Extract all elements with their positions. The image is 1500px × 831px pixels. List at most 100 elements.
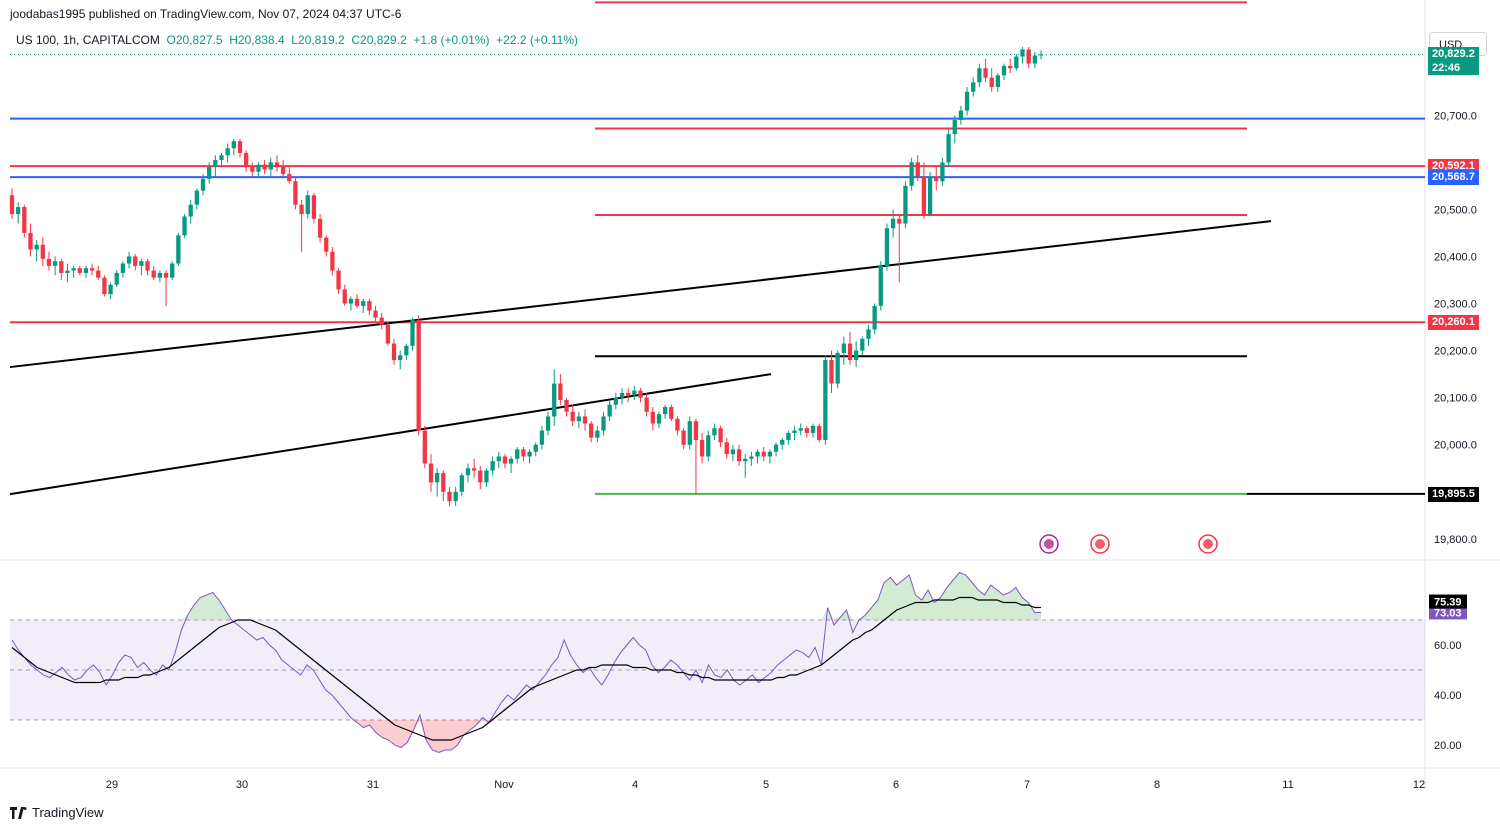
candle — [866, 324, 871, 346]
candle-body — [712, 428, 717, 436]
candle — [311, 192, 317, 224]
candle-body — [96, 270, 101, 278]
candle-body — [102, 277, 107, 295]
candle-body — [459, 475, 464, 492]
candle-body — [324, 237, 329, 252]
candle — [860, 336, 865, 356]
candle — [496, 451, 501, 469]
candle-body — [508, 458, 514, 464]
candle — [398, 350, 403, 370]
candle — [515, 447, 520, 464]
price-tick: 20,000.0 — [1434, 440, 1477, 452]
candle-body — [40, 244, 45, 259]
candle — [478, 465, 483, 490]
candle-body — [145, 261, 150, 271]
candle — [607, 400, 612, 422]
candle-body — [780, 440, 785, 445]
candle — [9, 188, 15, 219]
candle-body — [810, 425, 816, 433]
event-marker-dot — [1095, 539, 1105, 549]
candle — [40, 237, 45, 266]
candle-body — [361, 301, 366, 306]
candle-body — [971, 82, 976, 92]
candle-body — [890, 218, 896, 229]
close-value: C20,829.2 — [351, 33, 407, 47]
candle-body — [465, 468, 471, 476]
candle — [348, 296, 354, 311]
candle — [878, 261, 883, 311]
candle — [767, 449, 773, 464]
candle — [552, 369, 557, 426]
grid — [0, 0, 1500, 790]
candle-body — [650, 411, 655, 424]
rsi-oversold-fill — [12, 720, 1041, 753]
candle — [632, 385, 637, 400]
candle — [330, 247, 335, 276]
candle-body — [268, 162, 273, 170]
price-tag: 19,895.5 — [1428, 486, 1479, 502]
candle-body — [872, 305, 877, 330]
candle-body — [1020, 49, 1025, 57]
candle — [743, 454, 748, 478]
candle-body — [675, 418, 680, 431]
candle — [102, 275, 107, 297]
candle-body — [866, 329, 871, 339]
candle-body — [176, 235, 181, 264]
candle-body — [1001, 65, 1007, 76]
candle-body — [422, 430, 427, 464]
candle-body — [638, 390, 643, 398]
tradingview-logo-icon — [10, 806, 27, 819]
candle-body — [250, 167, 255, 172]
candle-body — [669, 407, 674, 419]
price-tick: 20,400.0 — [1434, 251, 1477, 263]
candle — [410, 317, 415, 351]
candle-body — [730, 449, 736, 455]
candle — [841, 336, 846, 365]
candle-body — [958, 110, 964, 120]
candle-body — [927, 176, 933, 215]
candle — [46, 251, 52, 271]
candle — [120, 261, 126, 278]
price-tick: 20,200.0 — [1434, 346, 1477, 358]
candle — [77, 265, 82, 276]
tradingview-brand: TradingView — [32, 805, 104, 820]
candle-body — [607, 404, 612, 417]
candle — [490, 456, 495, 476]
candle — [718, 425, 723, 448]
candle-body — [354, 298, 360, 306]
candle — [71, 265, 76, 278]
candle-body — [213, 160, 218, 168]
candle — [564, 397, 569, 417]
candle — [619, 388, 625, 405]
candle — [96, 265, 101, 280]
candle-body — [706, 435, 711, 457]
candle-body — [207, 167, 212, 179]
candle-body — [170, 263, 175, 278]
candle — [533, 442, 538, 457]
candle — [163, 270, 169, 306]
rsi-ma-line — [11, 596, 1041, 741]
candle-body — [367, 301, 372, 311]
candle — [927, 171, 933, 217]
symbol-name[interactable]: US 100, 1h, CAPITALCOM — [16, 33, 160, 47]
candle — [693, 418, 699, 495]
candle-body — [798, 428, 803, 431]
time-tick: 31 — [367, 779, 379, 791]
candle-body — [34, 244, 39, 250]
candle — [391, 338, 397, 365]
time-tick: 4 — [632, 779, 638, 791]
candle — [22, 204, 27, 238]
candle-body — [342, 289, 347, 304]
candle-body — [983, 68, 988, 78]
tradingview-logo[interactable]: TradingView — [10, 805, 104, 820]
candle — [662, 404, 668, 419]
trendline-0 — [9, 220, 1272, 369]
event-marker-dot — [1203, 539, 1213, 549]
candle-body — [595, 430, 600, 438]
candle-body — [755, 451, 760, 457]
candle — [897, 214, 902, 283]
candle-body — [964, 91, 970, 111]
candle — [983, 58, 988, 83]
candle-body — [108, 284, 113, 295]
